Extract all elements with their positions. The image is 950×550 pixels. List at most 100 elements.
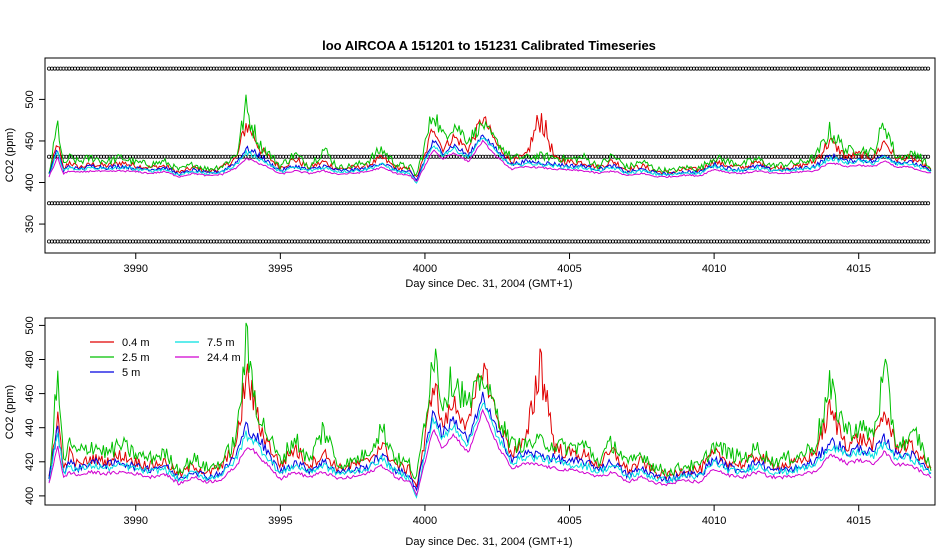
legend-label: 0.4 m: [122, 337, 150, 349]
bottom-y-tick-label: 460: [24, 384, 36, 402]
top-reference-marker: [663, 66, 668, 71]
bottom-y-tick-label: 500: [24, 316, 36, 334]
top-reference-marker: [310, 154, 315, 159]
bottom-series-5-m-line: [48, 391, 932, 492]
bottom-x-tick-label: 3995: [268, 515, 292, 527]
bottom-series-0-4-m-line: [48, 348, 932, 489]
top-reference-marker: [64, 66, 69, 71]
top-reference-marker: [804, 239, 809, 244]
top-x-tick-label: 4015: [846, 263, 870, 275]
top-reference-marker: [926, 66, 931, 71]
top-y-tick-label: 500: [24, 90, 36, 108]
top-reference-marker: [732, 201, 737, 206]
top-reference-marker: [839, 66, 844, 71]
top-reference-marker: [275, 66, 280, 71]
top-reference-level-431: [47, 154, 931, 159]
bottom-y-tick-label: 480: [24, 350, 36, 368]
bottom-chart-legend: 0.4 m 2.5 m 5 m 7.5 m 24.4 m: [90, 337, 241, 379]
top-reference-marker: [556, 66, 561, 71]
top-chart-panel: 3990 3995 4000 4005 4010 4015 350 400 450 500 Da…: [4, 57, 936, 290]
bottom-chart-panel: 3990 3995 4000 4005 4010 4015 400 420 440 460 480…: [4, 316, 936, 548]
top-reference-marker: [64, 201, 69, 206]
top-reference-marker: [556, 239, 561, 244]
top-reference-marker: [379, 201, 384, 206]
top-reference-marker: [275, 239, 280, 244]
top-reference-marker: [663, 201, 668, 206]
top-reference-marker: [770, 154, 775, 159]
legend-label: 7.5 m: [207, 337, 235, 349]
top-reference-marker: [275, 154, 280, 159]
top-y-tick-label: 400: [24, 173, 36, 191]
top-reference-level-375: [47, 201, 931, 206]
top-reference-marker: [770, 66, 775, 71]
top-reference-marker: [310, 201, 315, 206]
top-reference-marker: [697, 201, 702, 206]
top-reference-marker: [379, 66, 384, 71]
top-reference-marker: [379, 239, 384, 244]
top-reference-marker: [417, 66, 422, 71]
top-reference-marker: [64, 154, 69, 159]
top-reference-marker: [521, 66, 526, 71]
bottom-x-tick-label: 3990: [124, 515, 148, 527]
bottom-series-7-5-m-line: [48, 402, 932, 499]
bottom-x-tick-label: 4015: [846, 515, 870, 527]
top-reference-marker: [732, 239, 737, 244]
top-reference-marker: [804, 201, 809, 206]
top-reference-marker: [663, 154, 668, 159]
bottom-y-tick-label: 400: [24, 487, 36, 505]
top-x-tick-label: 3995: [268, 263, 292, 275]
bottom-x-tick-label: 4005: [557, 515, 581, 527]
top-reference-marker: [839, 201, 844, 206]
top-x-tick-label: 3990: [124, 263, 148, 275]
top-reference-marker: [521, 201, 526, 206]
top-reference-marker: [926, 239, 931, 244]
top-reference-marker: [628, 66, 633, 71]
bottom-y-tick-label: 420: [24, 453, 36, 471]
top-reference-marker: [521, 239, 526, 244]
top-reference-marker: [908, 66, 913, 71]
top-reference-marker: [770, 239, 775, 244]
top-reference-marker: [310, 239, 315, 244]
top-y-tick-label: 450: [24, 132, 36, 150]
top-x-tick-label: 4000: [413, 263, 437, 275]
top-reference-marker: [64, 239, 69, 244]
top-reference-marker: [697, 239, 702, 244]
top-reference-marker: [697, 154, 702, 159]
top-series-2-5-m-line: [48, 94, 932, 177]
top-reference-marker: [770, 201, 775, 206]
top-chart-y-axis-label: CO2 (ppm): [4, 128, 16, 182]
top-reference-marker: [417, 239, 422, 244]
top-reference-marker: [486, 201, 491, 206]
top-reference-marker: [379, 154, 384, 159]
top-x-tick-label: 4010: [702, 263, 726, 275]
bottom-chart-frame: [44, 317, 936, 506]
legend-label: 2.5 m: [122, 352, 150, 364]
top-series-24-4-m-line: [48, 139, 932, 182]
top-reference-level-537: [47, 66, 931, 71]
top-reference-marker: [486, 66, 491, 71]
top-x-tick-label: 4005: [557, 263, 581, 275]
bottom-y-tick-label: 440: [24, 419, 36, 437]
top-reference-marker: [804, 66, 809, 71]
bottom-chart-y-axis-label: CO2 (ppm): [4, 385, 16, 439]
top-reference-marker: [839, 239, 844, 244]
top-reference-marker: [804, 154, 809, 159]
top-reference-marker: [732, 66, 737, 71]
top-reference-marker: [697, 66, 702, 71]
top-reference-marker: [732, 154, 737, 159]
top-reference-marker: [926, 154, 931, 159]
top-reference-marker: [628, 154, 633, 159]
bottom-series-24-4-m-line: [48, 408, 932, 497]
top-reference-marker: [926, 201, 931, 206]
top-chart-x-axis-label: Day since Dec. 31, 2004 (GMT+1): [405, 278, 572, 290]
top-series-7-5-m-line: [48, 137, 932, 184]
top-reference-marker: [486, 154, 491, 159]
top-reference-marker: [908, 239, 913, 244]
bottom-x-tick-label: 4010: [702, 515, 726, 527]
top-reference-level-329: [47, 239, 931, 244]
top-reference-marker: [417, 201, 422, 206]
top-reference-marker: [908, 201, 913, 206]
top-reference-marker: [628, 201, 633, 206]
legend-label: 24.4 m: [207, 352, 241, 364]
